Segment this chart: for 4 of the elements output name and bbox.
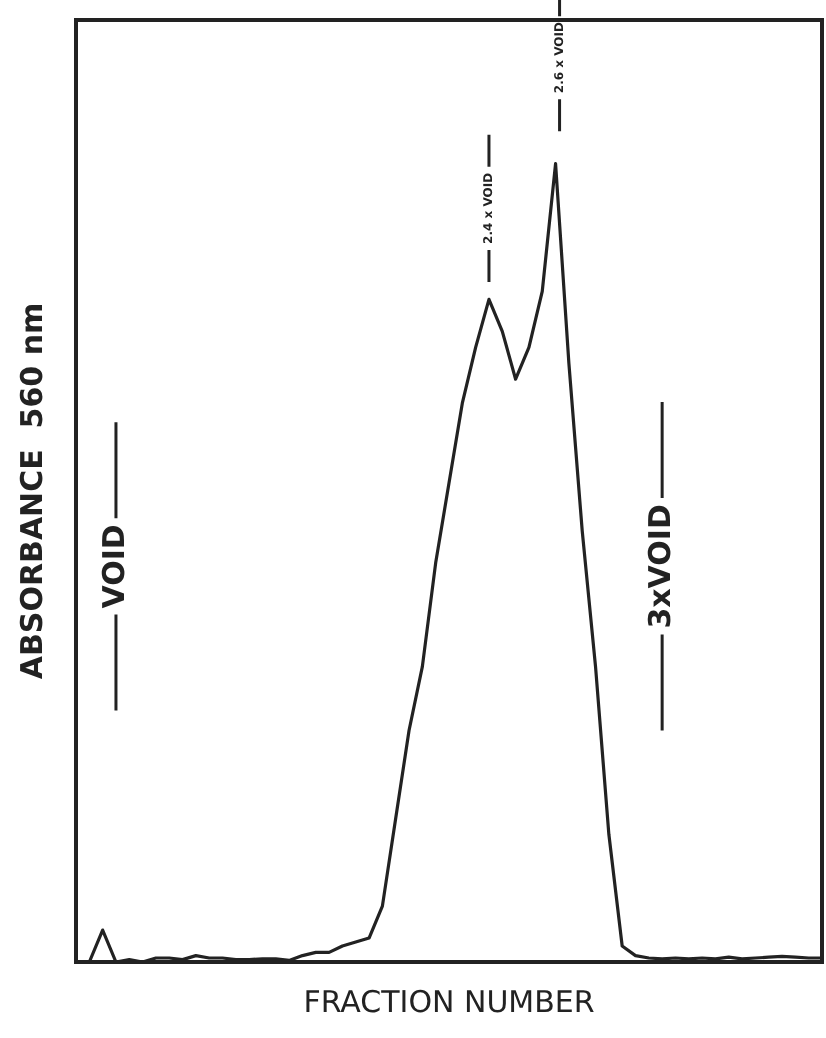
annotation: 3xVOID bbox=[641, 504, 678, 629]
y-axis-title: ABSORBANCE 560 nm bbox=[13, 302, 50, 680]
annotation: VOID bbox=[95, 524, 132, 609]
x-axis-title: FRACTION NUMBER bbox=[303, 983, 595, 1020]
